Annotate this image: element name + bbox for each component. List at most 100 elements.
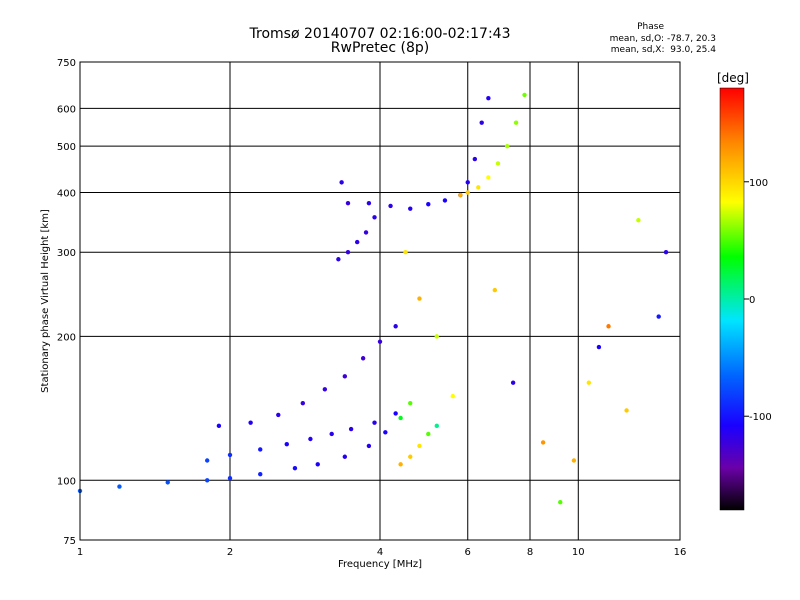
data-point-o	[348, 426, 354, 432]
data-point-o	[366, 443, 372, 449]
phase-stat-x: mean, sd,X: 93.0, 25.4	[610, 45, 716, 55]
y-axis-label: Stationary phase Virtual Height [km]	[40, 209, 51, 393]
data-point-x	[476, 185, 481, 190]
data-point-o	[204, 458, 210, 463]
colorbar	[719, 87, 745, 511]
colorbar-ticks: 100 0 -100	[744, 178, 772, 423]
data-point-scattered	[434, 334, 439, 339]
data-point-o	[383, 430, 388, 435]
data-point-o	[339, 180, 344, 185]
data-point-x	[417, 443, 422, 449]
colorbar-tick-label: -100	[749, 412, 772, 423]
data-point-o	[345, 250, 351, 255]
y-tick-label: 400	[57, 188, 76, 199]
x-tick-label: 6	[465, 547, 471, 558]
data-point-x	[465, 190, 470, 195]
chart-title: Tromsø 20140707 02:16:00-02:17:43	[249, 26, 511, 42]
data-point-o	[366, 200, 372, 206]
y-tick-label: 100	[57, 476, 76, 487]
data-point-scattered	[540, 440, 546, 445]
x-axis-label: Frequency [MHz]	[338, 559, 422, 570]
data-point-scattered	[656, 314, 661, 319]
data-point-scattered	[636, 218, 641, 223]
plot-frame	[79, 61, 681, 541]
data-point-o	[408, 206, 413, 211]
data-point-o	[276, 412, 281, 418]
data-point-o	[300, 400, 306, 406]
data-point-o	[408, 400, 413, 406]
data-point-x	[504, 143, 510, 149]
data-point-o	[342, 454, 348, 459]
data-point-o	[372, 420, 377, 425]
data-point-o	[322, 387, 328, 392]
data-point-o	[393, 324, 398, 329]
data-point-o	[165, 480, 170, 485]
data-point-x	[434, 423, 439, 429]
data-point-o	[479, 120, 484, 125]
y-tick-label: 750	[57, 58, 76, 69]
data-point-o	[442, 198, 448, 203]
data-point-o	[204, 478, 210, 483]
data-point-scattered	[624, 408, 629, 413]
data-point-o	[336, 257, 341, 262]
data-point-x	[513, 120, 519, 125]
data-point-x	[522, 92, 527, 98]
data-point-scattered	[571, 458, 577, 463]
data-point-o	[363, 230, 369, 235]
data-point-scattered	[492, 287, 498, 293]
data-point-x	[486, 175, 491, 180]
data-point-o	[486, 95, 491, 101]
data-point-x	[408, 454, 413, 459]
x-axis-ticks: 1 2 4 6 8 10 16	[77, 547, 687, 558]
data-point-o	[227, 452, 233, 458]
data-point-o	[393, 411, 398, 416]
data-point-o	[227, 476, 233, 481]
y-tick-label: 500	[57, 142, 76, 153]
phase-stat-o: mean, sd,O: -78.7, 20.3	[609, 34, 716, 44]
y-tick-label: 600	[57, 104, 76, 115]
phase-heading: Phase	[637, 22, 664, 32]
x-tick-label: 1	[77, 547, 83, 558]
y-axis-ticks: 75 100 200 300 400 500 600 750	[57, 58, 76, 547]
data-point-scattered	[450, 393, 456, 399]
x-tick-label: 10	[572, 547, 585, 558]
data-point-o	[465, 180, 470, 185]
data-point-x	[398, 462, 403, 467]
x-tick-label: 4	[377, 547, 383, 558]
data-point-o	[258, 447, 263, 452]
data-point-x	[426, 431, 431, 437]
grid-lines	[80, 62, 680, 540]
data-point-o	[284, 441, 289, 447]
data-point-o	[372, 215, 377, 220]
data-point-o	[354, 239, 360, 245]
y-tick-label: 200	[57, 332, 76, 343]
data-point-scattered	[596, 344, 602, 350]
data-point-o	[248, 420, 253, 425]
data-point-scattered	[403, 250, 408, 255]
colorbar-label: [deg]	[717, 71, 749, 85]
data-point-o	[472, 156, 478, 162]
y-tick-label: 300	[57, 248, 76, 259]
data-point-o	[292, 465, 298, 471]
data-point-o	[342, 374, 348, 379]
data-point-o	[360, 356, 366, 361]
data-point-scattered	[558, 499, 563, 505]
data-point-o	[329, 431, 334, 437]
data-points	[77, 92, 669, 505]
x-tick-label: 16	[674, 547, 687, 558]
data-point-scattered	[417, 296, 422, 301]
data-point-scattered	[606, 324, 611, 329]
data-point-o	[388, 203, 393, 209]
x-tick-label: 2	[227, 547, 233, 558]
data-point-x	[458, 192, 463, 198]
x-tick-label: 8	[527, 547, 533, 558]
data-point-o	[315, 462, 320, 467]
chart-subtitle: RwPretec (8p)	[330, 40, 430, 56]
data-point-o	[377, 339, 383, 344]
colorbar-tick-label: 0	[749, 295, 755, 306]
data-point-scattered	[510, 380, 516, 385]
data-point-x	[495, 161, 501, 166]
data-point-o	[345, 200, 351, 206]
y-tick-label: 75	[63, 536, 76, 547]
